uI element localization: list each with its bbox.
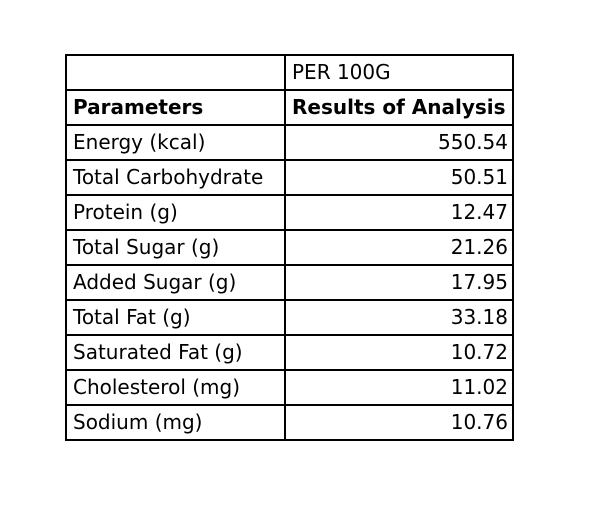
empty-corner-cell [65, 54, 286, 91]
parameter-cell: Added Sugar (g) [65, 264, 286, 301]
per-unit-row: PER 100G [65, 54, 514, 91]
table-row: Protein (g) 12.47 [65, 194, 514, 231]
table-row: Sodium (mg) 10.76 [65, 404, 514, 441]
per-unit-label: PER 100G [284, 54, 514, 91]
value-cell: 12.47 [284, 194, 514, 231]
parameter-cell: Cholesterol (mg) [65, 369, 286, 406]
table-row: Total Carbohydrate 50.51 [65, 159, 514, 196]
parameters-header: Parameters [65, 89, 286, 126]
parameter-cell: Total Fat (g) [65, 299, 286, 336]
value-cell: 21.26 [284, 229, 514, 266]
table-row: Energy (kcal) 550.54 [65, 124, 514, 161]
parameter-cell: Sodium (mg) [65, 404, 286, 441]
nutrition-table-body: PER 100G Parameters Results of Analysis … [65, 54, 514, 441]
parameter-cell: Total Sugar (g) [65, 229, 286, 266]
table-row: Cholesterol (mg) 11.02 [65, 369, 514, 406]
table-row: Added Sugar (g) 17.95 [65, 264, 514, 301]
value-cell: 11.02 [284, 369, 514, 406]
value-cell: 33.18 [284, 299, 514, 336]
table-row: Total Sugar (g) 21.26 [65, 229, 514, 266]
parameter-cell: Saturated Fat (g) [65, 334, 286, 371]
nutrition-table: PER 100G Parameters Results of Analysis … [65, 54, 514, 441]
header-row: Parameters Results of Analysis [65, 89, 514, 126]
value-cell: 550.54 [284, 124, 514, 161]
parameter-cell: Protein (g) [65, 194, 286, 231]
results-header: Results of Analysis [284, 89, 514, 126]
table-row: Total Fat (g) 33.18 [65, 299, 514, 336]
value-cell: 17.95 [284, 264, 514, 301]
value-cell: 10.72 [284, 334, 514, 371]
value-cell: 50.51 [284, 159, 514, 196]
parameter-cell: Total Carbohydrate [65, 159, 286, 196]
value-cell: 10.76 [284, 404, 514, 441]
table-row: Saturated Fat (g) 10.72 [65, 334, 514, 371]
parameter-cell: Energy (kcal) [65, 124, 286, 161]
